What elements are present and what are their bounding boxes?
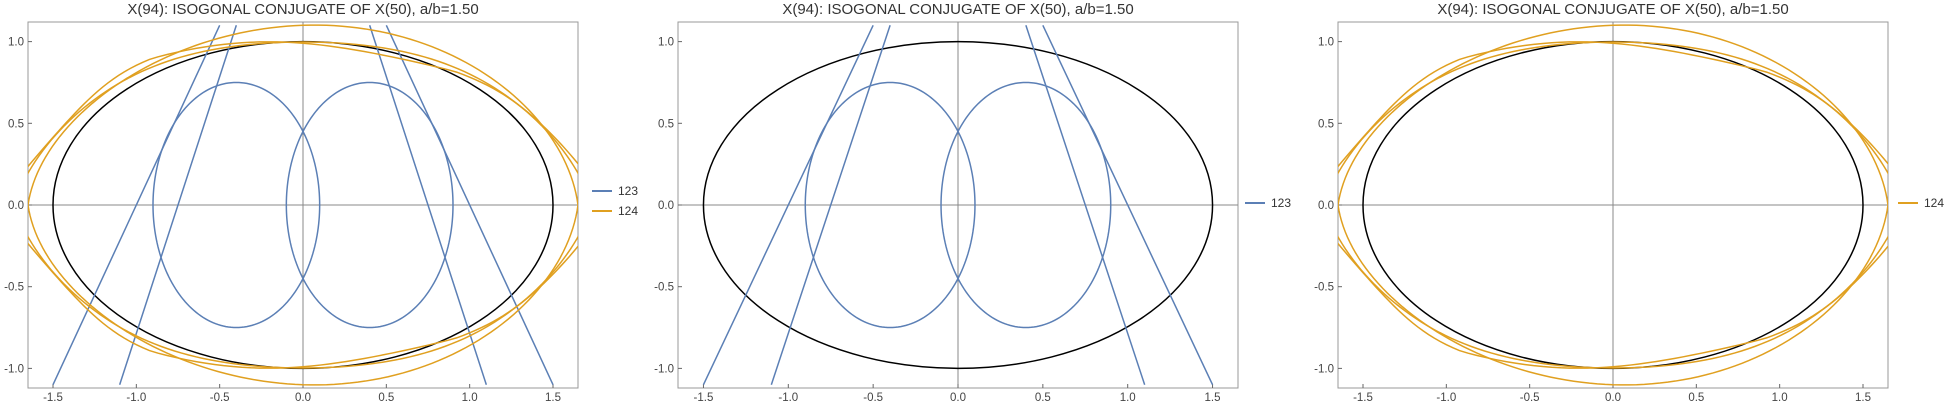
y-tick-label: -0.5 [4,282,24,294]
legend-swatch [592,190,612,192]
series-123-loop [285,81,454,329]
chart-title: X(94): ISOGONAL CONJUGATE OF X(50), a/b=… [1437,1,1788,18]
reference-ellipse [702,40,1214,370]
y-tick-label: -0.5 [654,282,674,294]
x-tick-label: 0.5 [1035,392,1051,404]
x-tick-label: -1.0 [778,392,798,404]
series-124-oval [28,24,578,386]
series-123-line [1042,24,1214,386]
x-tick-label: 0.5 [378,392,394,404]
x-tick-label: 1.0 [462,392,478,404]
x-tick-label: 0.0 [1605,392,1621,404]
chart-3-legend: 124 [1898,195,1944,211]
series-123-line [1025,25,1146,385]
x-tick-label: -1.0 [126,392,146,404]
y-tick-label: -1.0 [4,363,24,375]
x-tick-label: 1.5 [545,392,561,404]
chart-panel-3: X(94): ISOGONAL CONJUGATE OF X(50), a/b=… [1310,0,1947,406]
y-tick-label: 1.0 [1318,37,1334,49]
chart-1-plot: X(94): ISOGONAL CONJUGATE OF X(50), a/b=… [4,1,579,404]
series-123-loop [804,81,976,329]
series-123-line [52,24,221,386]
y-tick-label: -1.0 [1314,363,1334,375]
chart-title: X(94): ISOGONAL CONJUGATE OF X(50), a/b=… [782,1,1133,18]
legend-swatch [1898,202,1918,204]
x-tick-label: 0.0 [950,392,966,404]
x-tick-label: 1.0 [1772,392,1788,404]
series-123-line [385,24,554,386]
series-124-oval [1338,41,1888,369]
chart-2-plot: X(94): ISOGONAL CONJUGATE OF X(50), a/b=… [654,1,1239,404]
y-tick-label: 0.5 [8,118,24,130]
y-tick-label: 0.0 [658,200,674,212]
chart-3-plot: X(94): ISOGONAL CONJUGATE OF X(50), a/b=… [1314,1,1889,404]
series-123-loop [940,81,1112,329]
series-123-loop [152,81,321,329]
x-tick-label: -0.5 [210,392,230,404]
legend-swatch [592,210,612,212]
y-tick-label: -0.5 [1314,282,1334,294]
x-tick-label: -0.5 [1520,392,1540,404]
y-tick-label: 1.0 [8,37,24,49]
legend-label: 123 [1271,196,1292,210]
legend-item-124: 124 [592,203,638,219]
series-124-oval [1338,41,1888,369]
x-tick-label: -1.5 [694,392,714,404]
legend-item-123: 123 [1245,195,1291,211]
chart-panel-2: X(94): ISOGONAL CONJUGATE OF X(50), a/b=… [650,0,1300,406]
legend-item-124: 124 [1898,195,1944,211]
chart-title: X(94): ISOGONAL CONJUGATE OF X(50), a/b=… [127,1,478,18]
legend-label: 124 [1924,196,1945,210]
series-123-line [770,25,891,385]
chart-1-legend: 123 124 [592,183,638,219]
y-tick-label: -1.0 [654,363,674,375]
x-tick-label: 1.5 [1855,392,1871,404]
chart-2-legend: 123 [1245,195,1291,211]
x-tick-label: -1.5 [1353,392,1373,404]
x-tick-label: -1.0 [1436,392,1456,404]
x-tick-label: 1.5 [1205,392,1221,404]
series-124-oval [28,41,578,369]
series-123-line [368,25,488,385]
y-tick-label: 0.0 [1318,200,1334,212]
series-123-line [118,25,238,385]
legend-label: 123 [618,184,639,198]
series-123-line [702,24,874,386]
legend-item-123: 123 [592,183,638,199]
series-124-oval [28,41,578,369]
x-tick-label: -1.5 [43,392,63,404]
y-tick-label: 0.0 [8,200,24,212]
x-tick-label: 0.5 [1688,392,1704,404]
chart-panel-1: X(94): ISOGONAL CONJUGATE OF X(50), a/b=… [0,0,640,406]
series-124-oval [1338,24,1888,386]
y-tick-label: 0.5 [658,118,674,130]
x-tick-label: 1.0 [1120,392,1136,404]
x-tick-label: 0.0 [295,392,311,404]
legend-swatch [1245,202,1265,204]
y-tick-label: 1.0 [658,37,674,49]
y-tick-label: 0.5 [1318,118,1334,130]
x-tick-label: -0.5 [863,392,883,404]
legend-label: 124 [618,204,639,218]
